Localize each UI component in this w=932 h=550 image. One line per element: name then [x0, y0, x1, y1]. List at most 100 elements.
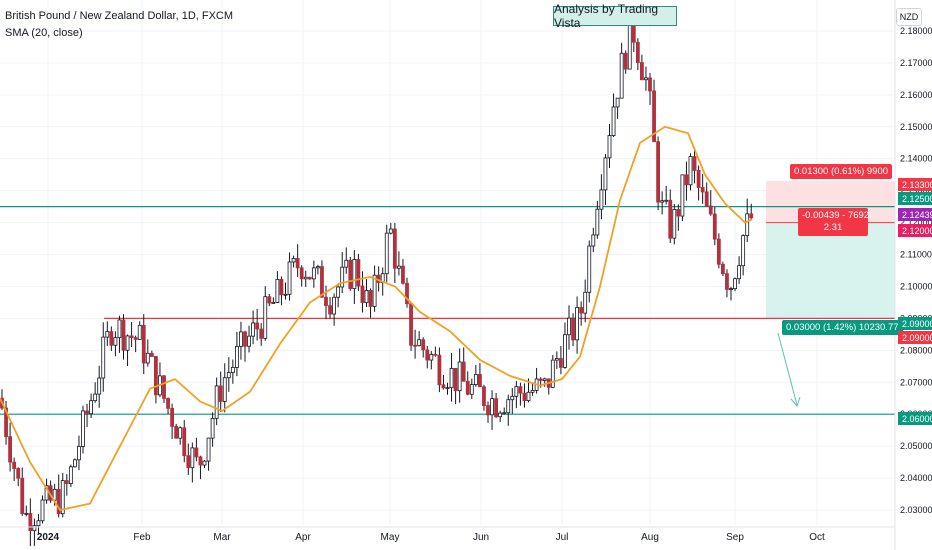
- candles: [0, 5, 754, 547]
- price-tag: 2.13300: [898, 178, 932, 191]
- candle-body: [384, 232, 389, 275]
- candle-body: [591, 234, 596, 247]
- candle-body: [429, 353, 434, 361]
- current-pnl-line2: 2.31: [823, 222, 843, 233]
- candle-body: [729, 288, 733, 291]
- candle-body: [538, 378, 543, 381]
- candle-body: [477, 374, 482, 388]
- candle-body: [559, 358, 563, 368]
- arrow-head: [790, 396, 801, 407]
- symbol-title[interactable]: British Pound / New Zealand Dollar, 1D, …: [5, 10, 234, 22]
- candle-body: [174, 426, 179, 439]
- candle-body: [392, 228, 397, 269]
- price-axis-bg: [895, 0, 932, 550]
- time-axis-label: Sep: [726, 532, 744, 543]
- candle-body: [117, 319, 122, 339]
- candle-body: [121, 319, 126, 351]
- candle-body: [16, 468, 21, 479]
- candle-body: [113, 337, 118, 346]
- candle-body: [563, 334, 567, 368]
- candle-body: [623, 52, 628, 70]
- candle-body: [234, 346, 239, 368]
- candle-body: [676, 209, 681, 217]
- candle-body: [518, 386, 523, 394]
- indicator-label[interactable]: SMA (20, close): [5, 27, 83, 39]
- candle-body: [421, 339, 426, 351]
- position-zones: [766, 181, 895, 319]
- candle-body: [4, 407, 8, 438]
- candle-body: [267, 296, 272, 304]
- price-tick-label: 2.11000: [900, 250, 932, 260]
- time-axis-label: Aug: [641, 532, 659, 543]
- candle-body: [340, 266, 345, 288]
- candle-body: [239, 331, 243, 347]
- candle-body: [708, 205, 713, 215]
- candle-body: [587, 245, 592, 293]
- candle-body: [145, 352, 150, 364]
- candle-body: [445, 387, 450, 390]
- candle-body: [222, 377, 227, 402]
- candle-body: [153, 356, 158, 396]
- candle-body: [542, 378, 547, 381]
- sma-line: [0, 125, 753, 512]
- currency-button[interactable]: NZD: [896, 8, 922, 26]
- candle-body: [303, 276, 308, 280]
- candle-body: [571, 317, 575, 341]
- projection-arrow: [777, 332, 801, 407]
- price-tag: 2.06000: [898, 412, 932, 425]
- candle-body: [668, 199, 673, 239]
- candle-body: [583, 291, 588, 314]
- candle-body: [745, 213, 750, 236]
- candle-body: [20, 477, 25, 514]
- candle-body: [619, 52, 624, 99]
- candle-body: [696, 169, 701, 188]
- price-tick-label: 2.16000: [900, 90, 932, 100]
- candle-body: [287, 261, 292, 295]
- candle-body: [550, 359, 555, 388]
- sma-line-group: [0, 125, 753, 512]
- price-tag: 2.12000: [898, 224, 932, 237]
- candle-body: [607, 135, 612, 159]
- horizontal-lines[interactable]: [0, 206, 895, 415]
- candle-body: [166, 398, 170, 409]
- candle-body: [716, 238, 721, 265]
- candle-body: [299, 267, 304, 280]
- candle-body: [413, 344, 418, 347]
- candle-body: [218, 385, 223, 402]
- candle-body: [162, 375, 166, 399]
- current-pnl-label: -0.00439 - 7692 2.31: [798, 208, 869, 236]
- candle-body: [60, 480, 65, 515]
- price-tick-label: 2.12000: [900, 218, 932, 228]
- candle-body: [332, 296, 337, 315]
- candle-body: [372, 274, 377, 307]
- candle-body: [712, 213, 717, 240]
- candle-body: [324, 296, 328, 307]
- candle-body: [206, 437, 211, 462]
- candle-body: [109, 331, 114, 346]
- candle-body: [417, 339, 422, 347]
- candle-body: [506, 399, 511, 414]
- candle-body: [336, 286, 341, 298]
- time-axis-label: Mar: [213, 532, 231, 543]
- price-tag: 2.12500: [898, 192, 932, 205]
- price-tag: 2.09000: [898, 317, 932, 330]
- candle-body: [526, 391, 531, 402]
- candle-body: [178, 427, 183, 439]
- candle-body: [603, 157, 608, 191]
- candle-body: [44, 485, 49, 501]
- candle-body: [291, 258, 296, 263]
- candle-body: [522, 392, 527, 402]
- candle-body: [68, 466, 73, 484]
- candle-body: [247, 335, 251, 347]
- price-tick-label: 2.10000: [900, 281, 932, 291]
- target-label: 0.01300 (0.61%) 9900: [790, 164, 893, 179]
- chart-legend: British Pound / New Zealand Dollar, 1D, …: [5, 8, 233, 42]
- candle-body: [315, 266, 320, 269]
- candle-body: [405, 282, 409, 305]
- candle-body: [283, 293, 288, 296]
- candle-body: [263, 296, 268, 339]
- price-tick-label: 2.15000: [900, 122, 932, 132]
- candle-body: [40, 499, 45, 522]
- stop-zone: [766, 222, 895, 319]
